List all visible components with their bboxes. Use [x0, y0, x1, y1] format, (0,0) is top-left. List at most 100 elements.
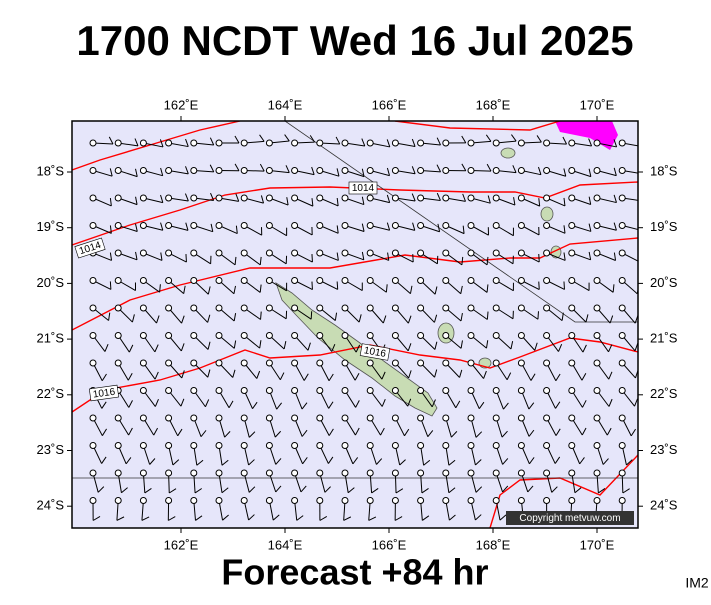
- station: [342, 195, 348, 201]
- station: [594, 470, 600, 476]
- station: [191, 498, 197, 504]
- station: [392, 168, 398, 174]
- station: [418, 223, 424, 229]
- station: [544, 223, 550, 229]
- station: [367, 360, 373, 366]
- station: [191, 333, 197, 339]
- lat-label: 23˚S: [650, 442, 678, 457]
- station: [544, 140, 550, 146]
- station: [367, 278, 373, 284]
- station: [166, 360, 172, 366]
- lon-label: 162˚E: [164, 97, 199, 112]
- station: [140, 415, 146, 421]
- station: [317, 415, 323, 421]
- station: [342, 415, 348, 421]
- station: [166, 195, 172, 201]
- station: [594, 278, 600, 284]
- station: [443, 195, 449, 201]
- station: [292, 250, 298, 256]
- station: [468, 223, 474, 229]
- station: [619, 195, 625, 201]
- station: [90, 415, 96, 421]
- lon-label: 162˚E: [164, 537, 199, 552]
- station: [518, 223, 524, 229]
- station: [468, 470, 474, 476]
- station: [468, 360, 474, 366]
- station: [594, 443, 600, 449]
- station: [443, 168, 449, 174]
- station: [115, 278, 121, 284]
- station: [166, 140, 172, 146]
- station: [342, 360, 348, 366]
- barb-flag: [538, 311, 539, 319]
- station: [342, 443, 348, 449]
- station: [266, 470, 272, 476]
- station: [342, 305, 348, 311]
- station: [342, 278, 348, 284]
- station: [216, 250, 222, 256]
- station: [166, 498, 172, 504]
- station: [317, 195, 323, 201]
- station: [241, 195, 247, 201]
- station: [619, 168, 625, 174]
- station: [493, 498, 499, 504]
- station: [317, 140, 323, 146]
- station: [569, 278, 575, 284]
- station: [191, 305, 197, 311]
- station: [216, 498, 222, 504]
- station: [569, 305, 575, 311]
- corner-label: IM2: [685, 575, 709, 591]
- station: [140, 333, 146, 339]
- station: [367, 443, 373, 449]
- lat-label: 20˚S: [650, 275, 678, 290]
- station: [342, 388, 348, 394]
- station: [115, 498, 121, 504]
- station: [140, 388, 146, 394]
- station: [493, 250, 499, 256]
- station: [544, 305, 550, 311]
- station: [367, 250, 373, 256]
- station: [518, 470, 524, 476]
- station: [166, 388, 172, 394]
- station: [166, 415, 172, 421]
- station: [518, 360, 524, 366]
- station: [493, 415, 499, 421]
- station: [166, 223, 172, 229]
- station: [544, 250, 550, 256]
- station: [266, 223, 272, 229]
- station: [392, 305, 398, 311]
- station: [493, 195, 499, 201]
- station: [443, 498, 449, 504]
- station: [392, 195, 398, 201]
- station: [292, 415, 298, 421]
- station: [266, 278, 272, 284]
- station: [443, 305, 449, 311]
- title: 1700 NCDT Wed 16 Jul 2025: [76, 17, 633, 64]
- station: [317, 360, 323, 366]
- station: [317, 388, 323, 394]
- station: [266, 498, 272, 504]
- station: [443, 250, 449, 256]
- station: [443, 278, 449, 284]
- station: [544, 168, 550, 174]
- station: [418, 498, 424, 504]
- station: [241, 250, 247, 256]
- station: [241, 278, 247, 284]
- station: [317, 250, 323, 256]
- station: [493, 223, 499, 229]
- barb-flag: [311, 311, 312, 319]
- station: [292, 168, 298, 174]
- barb-flag: [261, 312, 262, 320]
- station: [418, 470, 424, 476]
- station: [392, 443, 398, 449]
- station: [241, 333, 247, 339]
- station: [241, 168, 247, 174]
- station: [569, 470, 575, 476]
- station: [367, 140, 373, 146]
- lon-label: 166˚E: [372, 97, 407, 112]
- station: [518, 305, 524, 311]
- station: [241, 360, 247, 366]
- station: [569, 443, 575, 449]
- station: [493, 278, 499, 284]
